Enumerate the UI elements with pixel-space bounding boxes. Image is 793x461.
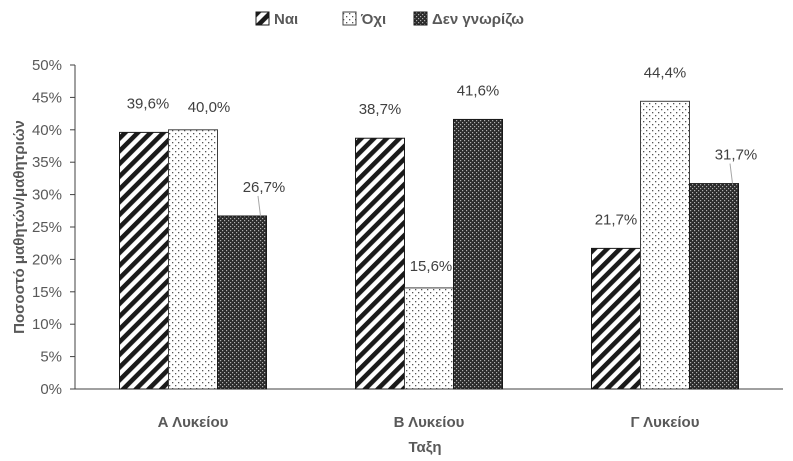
- y-tick-label: 0%: [40, 381, 62, 398]
- bar: [591, 247, 641, 390]
- y-axis-ticks: 0% 5% 10% 15% 20% 25% 30% 35% 40% 45% 50%: [32, 57, 75, 398]
- data-label: 41,6%: [457, 82, 500, 99]
- label-leader: [257, 195, 261, 217]
- bar: [168, 129, 218, 390]
- y-tick-label: 15%: [32, 284, 62, 301]
- bar: [217, 215, 267, 390]
- legend-label-2: Δεν γνωρίζω: [432, 11, 524, 28]
- data-label: 26,7%: [243, 179, 286, 196]
- x-axis-title: Ταξη: [408, 439, 441, 456]
- x-category-label: Α Λυκείου: [158, 414, 229, 431]
- legend-item-0: Ναι: [255, 11, 298, 28]
- y-tick-label: 20%: [32, 251, 62, 268]
- bar: [355, 137, 405, 390]
- y-tick-label: 35%: [32, 154, 62, 171]
- y-tick-label: 25%: [32, 219, 62, 236]
- y-tick-label: 50%: [32, 57, 62, 74]
- bar: [640, 100, 690, 390]
- data-label: 39,6%: [127, 95, 170, 112]
- y-tick-label: 30%: [32, 187, 62, 204]
- legend-swatch-2: [413, 11, 428, 26]
- data-label: 44,4%: [644, 64, 687, 81]
- bar: [689, 183, 739, 390]
- x-category-label: Γ Λυκείου: [631, 414, 700, 431]
- y-axis-title: Ποσοστό μαθητών/μαθητριών: [11, 120, 28, 334]
- bar: [404, 287, 454, 390]
- legend-label-1: Όχι: [360, 11, 386, 28]
- data-labels: 39,6% 40,0% 26,7% 38,7% 15,6% 41,6% 21,7% 44,4%…: [127, 64, 758, 275]
- label-leader: [729, 163, 733, 184]
- x-axis-categories: Α Λυκείου Β Λυκείου Γ Λυκείου: [158, 414, 700, 431]
- legend-label-0: Ναι: [274, 11, 298, 28]
- y-tick-label: 45%: [32, 89, 62, 106]
- data-label: 21,7%: [595, 211, 638, 228]
- data-label: 15,6%: [410, 258, 453, 275]
- legend-swatch-1: [342, 11, 357, 26]
- legend-swatch-0: [255, 11, 270, 26]
- y-tick-label: 5%: [40, 349, 62, 366]
- x-category-label: Β Λυκείου: [394, 414, 465, 431]
- bar: [453, 118, 503, 390]
- legend-item-1: Όχι: [342, 11, 386, 28]
- y-tick-label: 40%: [32, 122, 62, 139]
- label-leader-lines: [257, 163, 733, 217]
- data-label: 38,7%: [359, 101, 402, 118]
- bar: [119, 131, 169, 390]
- y-tick-label: 10%: [32, 316, 62, 333]
- data-label: 31,7%: [715, 147, 758, 164]
- bars: [119, 100, 739, 390]
- legend-item-2: Δεν γνωρίζω: [413, 11, 524, 28]
- data-label: 40,0%: [188, 99, 231, 116]
- legend: Ναι Όχι Δεν γνωρίζω: [255, 11, 524, 28]
